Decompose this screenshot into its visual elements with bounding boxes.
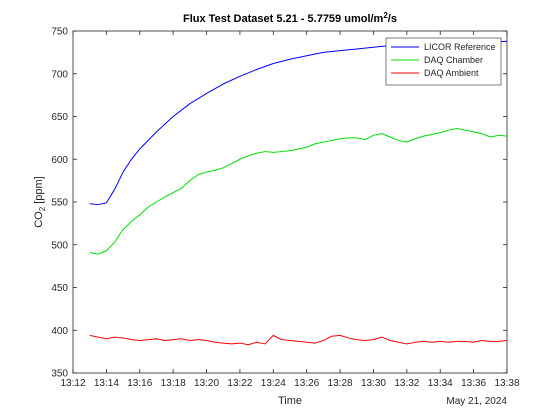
legend-box bbox=[385, 37, 502, 86]
legend: LICOR Reference DAQ Chamber DAQ Ambient bbox=[385, 37, 502, 86]
legend-label-daq-chamber: DAQ Chamber bbox=[424, 55, 483, 65]
series-line-daq-ambient bbox=[89, 334, 508, 346]
y-axis-label-subscript: 2 bbox=[38, 206, 47, 211]
x-tick-label: 13:12 bbox=[60, 378, 85, 389]
y-tick-label: 750 bbox=[51, 27, 68, 38]
x-tick-label: 13:30 bbox=[361, 378, 386, 389]
x-tick-label: 13:38 bbox=[494, 378, 519, 389]
chart-title: Flux Test Dataset 5.21 - 5.7759 umol/m2/… bbox=[183, 11, 397, 25]
y-tick-label: 400 bbox=[51, 326, 68, 337]
x-tick-label: 13:26 bbox=[294, 378, 319, 389]
y-tick-label: 500 bbox=[51, 240, 68, 251]
y-axis-label-unit: [ppm] bbox=[33, 176, 45, 207]
x-tick-label: 13:14 bbox=[94, 378, 119, 389]
y-axis-label-main: CO bbox=[33, 211, 45, 228]
series-line-daq-chamber bbox=[89, 127, 508, 255]
legend-label-licor-reference: LICOR Reference bbox=[424, 42, 496, 52]
y-tick-label: 650 bbox=[51, 112, 68, 123]
y-axis-label: CO2 [ppm] bbox=[33, 176, 47, 228]
x-tick-label: 13:18 bbox=[161, 378, 186, 389]
y-tick-label: 350 bbox=[51, 369, 68, 380]
legend-label-daq-ambient: DAQ Ambient bbox=[424, 68, 479, 78]
y-tick-label: 600 bbox=[51, 155, 68, 166]
x-tick-label: 13:22 bbox=[227, 378, 252, 389]
x-tick-label: 13:34 bbox=[428, 378, 453, 389]
chart-title-superscript: 2 bbox=[383, 11, 388, 20]
x-axis-label: Time bbox=[278, 395, 302, 407]
chart-title-main: Flux Test Dataset 5.21 - 5.7759 umol/m bbox=[183, 13, 384, 25]
x-tick-label: 13:16 bbox=[127, 378, 152, 389]
axis-ticks: 13:12 13:14 13:16 13:18 13:20 13:22 13:24 13:26… bbox=[51, 27, 520, 390]
y-tick-label: 550 bbox=[51, 198, 68, 209]
y-tick-label: 450 bbox=[51, 283, 68, 294]
x-tick-label: 13:32 bbox=[394, 378, 419, 389]
x-tick-label: 13:20 bbox=[194, 378, 219, 389]
x-tick-label: 13:24 bbox=[261, 378, 286, 389]
plot-area bbox=[72, 30, 508, 374]
chart-title-tail: /s bbox=[388, 13, 397, 25]
date-label: May 21, 2024 bbox=[446, 396, 507, 407]
x-tick-label: 13:36 bbox=[461, 378, 486, 389]
x-tick-label: 13:28 bbox=[328, 378, 353, 389]
y-tick-label: 700 bbox=[51, 69, 68, 80]
